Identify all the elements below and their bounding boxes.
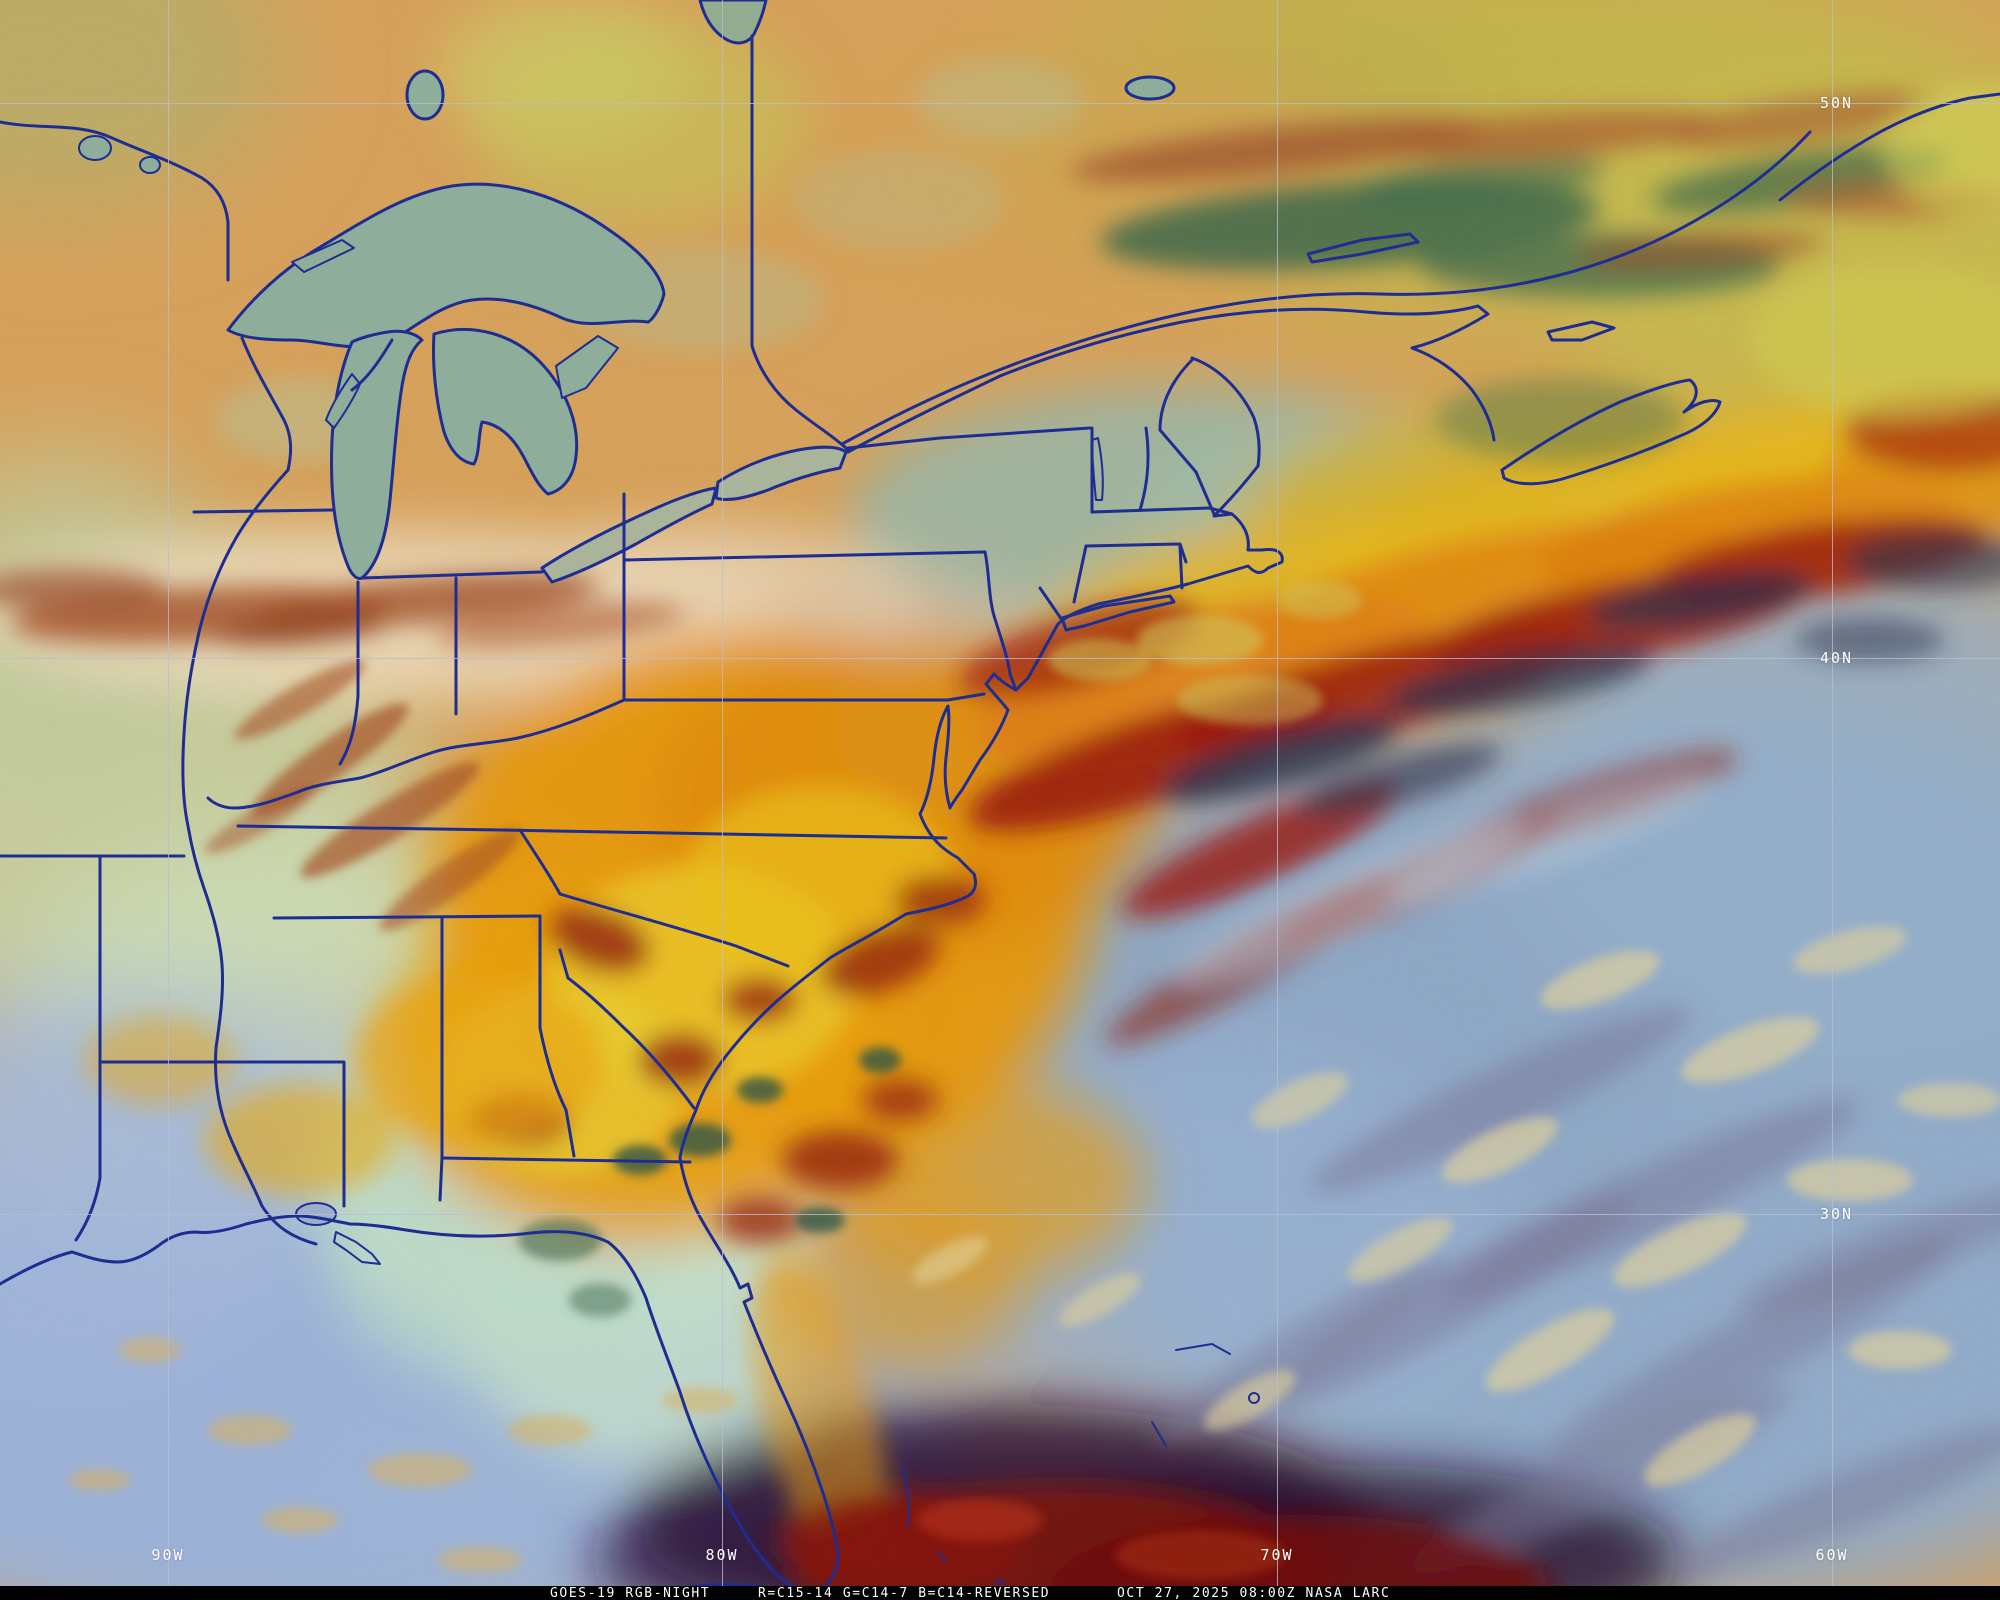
delaware-river-border [983, 550, 1018, 692]
gaspe-new-brunswick-coast [998, 304, 1496, 442]
border-me-qc [1158, 358, 1194, 432]
border-ky-tn-va-nc [236, 824, 948, 840]
border-ga-sc [558, 948, 696, 1110]
gridline-40n [0, 658, 2000, 659]
border-mn-wi [240, 336, 293, 472]
bahamas-islet-2 [995, 1579, 1005, 1586]
lake-erie [540, 486, 718, 584]
caption-channels: R=C15-14 G=C14-7 B=C14-REVERSED [758, 1586, 1051, 1600]
caption-title: GOES-19 RGB-NIGHT [550, 1586, 711, 1600]
bahamas-islet-1 [937, 1551, 947, 1563]
anticosti-island [1306, 232, 1420, 264]
gridline-90w [168, 0, 169, 1586]
border-al-ga [538, 914, 576, 1158]
gridline-50n [0, 103, 2000, 104]
mississippi-river-border [181, 468, 318, 1246]
cuba-north-coast [685, 1582, 762, 1586]
caption-bar: GOES-19 RGB-NIGHT R=C15-14 G=C14-7 B=C14… [0, 1586, 2000, 1600]
st-lawrence-river [846, 374, 1002, 454]
border-ct-ri [1178, 544, 1184, 590]
border-ma-south [1084, 542, 1188, 564]
ohio-river [206, 698, 626, 810]
james-bay [698, 0, 768, 45]
border-nc-sc [558, 892, 790, 968]
border-la-north [98, 1060, 346, 1208]
grid-label-50n: 50N [1820, 94, 1854, 112]
grid-label-80w: 80W [705, 1546, 739, 1564]
lake-nipigon [405, 69, 445, 121]
isle-royale [291, 239, 355, 273]
map-boundaries [0, 34, 2000, 1586]
border-ny-nj [1038, 586, 1064, 622]
border-pa-ny [622, 550, 987, 562]
grid-label-90w: 90W [151, 1546, 185, 1564]
mississippi-delta [333, 1231, 381, 1265]
grid-label-60w: 60W [1815, 1546, 1849, 1564]
georgian-bay [555, 335, 619, 399]
nova-scotia [1500, 378, 1722, 486]
border-wi-mi [350, 338, 394, 392]
border-tx-la [74, 1060, 102, 1242]
border-ct-ny [1072, 544, 1088, 604]
border-pa-md [622, 692, 986, 702]
lake-of-the-woods [78, 135, 112, 161]
border-wi-il [192, 508, 334, 514]
gridline-80w [722, 0, 723, 1586]
quebec-north-shore [840, 130, 1812, 446]
border-tn-nc [518, 828, 562, 896]
lac-saint-jean [1124, 75, 1176, 101]
green-bay [325, 373, 361, 429]
border-nh-me [1158, 428, 1216, 516]
bahamas-islet-3 [1248, 1392, 1260, 1404]
coastline-atlantic-gulf [0, 622, 1060, 1586]
bahamas-andros [901, 1467, 910, 1527]
grid-label-30n: 30N [1820, 1205, 1854, 1223]
lake-huron [432, 327, 579, 496]
coastline-new-england [1056, 464, 1284, 626]
lake-ontario [714, 445, 848, 502]
border-us-canada [846, 426, 1092, 450]
grid-label-70w: 70W [1260, 1546, 1294, 1564]
prince-edward-island [1546, 320, 1616, 342]
border-al-ms [438, 916, 444, 1202]
border-lake [139, 156, 161, 174]
long-island [1060, 594, 1176, 632]
gridline-70w [1277, 0, 1278, 1586]
grid-label-40n: 40N [1820, 649, 1854, 667]
border-on-qc [750, 34, 850, 452]
border-mi-in-oh [360, 570, 544, 580]
bahamas-grand-bahama [1175, 1343, 1231, 1355]
border-minnesota-ontario [0, 120, 230, 282]
border-me-nb [1190, 356, 1261, 468]
gridline-30n [0, 1214, 2000, 1215]
caption-timestamp-credit: OCT 27, 2025 08:00Z NASA LARC [1117, 1586, 1391, 1600]
border-vt-nh [1138, 426, 1150, 512]
border-tn-south [272, 914, 542, 920]
border-fl-north [440, 1156, 692, 1164]
gridline-60w [1832, 0, 1833, 1586]
border-il-in [338, 580, 360, 766]
bahamas-eleuthera [1151, 1421, 1167, 1447]
